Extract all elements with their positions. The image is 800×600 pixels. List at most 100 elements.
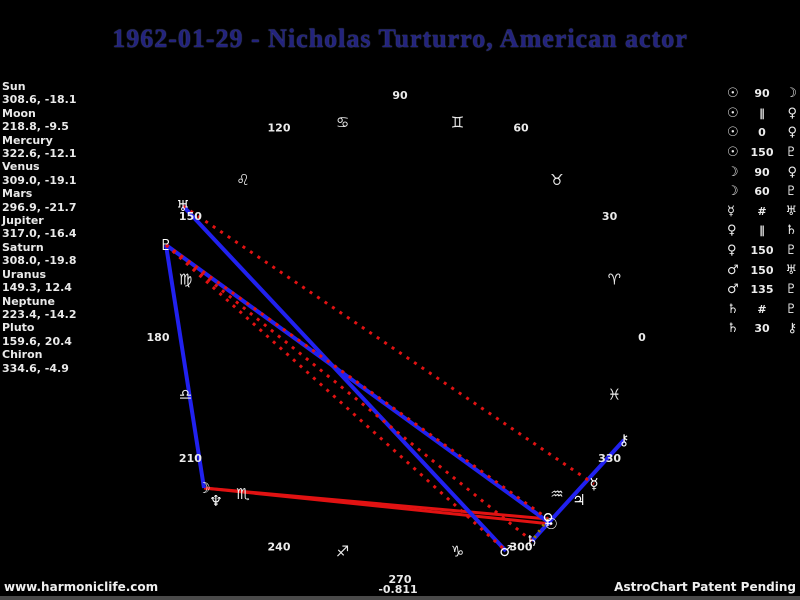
pluto-icon: ♇ [785, 243, 797, 259]
chart-annotation: -0.811 [378, 583, 417, 596]
positions-panel: Sun 308.6, -18.1 Moon 218.8, -9.5 Mercury 322… [2, 80, 77, 375]
mars-icon: ♂ [727, 262, 739, 278]
aspect-row-sun-pluto: ☉ 150 ♇ [727, 143, 797, 163]
venus-icon: ♀ [787, 105, 797, 121]
degree-label-240: 240 [268, 541, 291, 554]
sign-taurus-icon: ♉ [550, 171, 563, 189]
planet-pluto-icon: ♇ [159, 236, 172, 254]
planet-chiron-icon: ⚷ [619, 431, 630, 449]
planet-venus-icon: ♀ [543, 510, 554, 528]
position-chiron-name: Chiron [2, 348, 43, 362]
pluto-icon: ♇ [785, 145, 797, 161]
aspect-row-moon-venus: ☽ 90 ♀ [727, 162, 797, 182]
aspect-value: 60 [754, 185, 770, 199]
sign-scorpio-icon: ♏ [236, 485, 250, 503]
planet-neptune-icon: ♆ [209, 492, 222, 510]
position-uranus-name: Uranus [2, 267, 46, 281]
sign-gemini-icon: ♊ [451, 114, 464, 132]
aspect-value: 150 [750, 146, 774, 160]
position-venus-name: Venus [2, 160, 40, 174]
aspect-line-pluto-venus [165, 243, 549, 521]
aspect-row-moon-pluto: ☽ 60 ♇ [727, 182, 797, 202]
aspect-value: # [757, 204, 767, 218]
aspect-row-mars-pluto: ♂ 135 ♇ [727, 280, 797, 300]
moon-icon: ☽ [785, 86, 797, 102]
position-pluto-name: Pluto [2, 321, 35, 335]
bottom-bar [0, 596, 800, 600]
sign-capricorn-icon: ♑ [451, 542, 464, 560]
position-mercury-value: 322.6, -12.1 [2, 147, 77, 161]
position-saturn-name: Saturn [2, 240, 44, 254]
degree-label-60: 60 [513, 121, 529, 134]
sign-sagittarius-icon: ♐ [336, 542, 349, 560]
degree-label-210: 210 [179, 452, 202, 465]
moon-icon: ☽ [727, 184, 739, 200]
aspect-row-sun-venus: ☉ 0 ♀ [727, 123, 797, 143]
aspect-value: 30 [754, 322, 770, 336]
aspect-row-sun-venus: ☉ ∥ ♀ [727, 104, 797, 124]
aspect-line-saturn-chiron [530, 438, 626, 543]
aspects-panel: ☉ 90 ☽ ☉ ∥ ♀ ☉ 0 ♀ ☉ 150 ♇ ☽ 90 ♀ ☽ 60 ♇ ☿ # ♅ ♀ ∥ ♄ ♀ 150 ♇ ♂ 150 ♅ ♂… [727, 84, 797, 339]
venus-icon: ♀ [787, 164, 797, 180]
saturn-icon: ♄ [727, 301, 739, 317]
uranus-icon: ♅ [785, 262, 797, 278]
aspect-value: 135 [750, 283, 774, 297]
aspect-line-moon-venus [203, 486, 549, 521]
aspect-line-pluto-saturn [165, 243, 533, 543]
position-neptune-name: Neptune [2, 294, 55, 308]
planet-jupiter-icon: ♃ [572, 491, 585, 509]
aspect-row-venus-saturn: ♀ ∥ ♄ [727, 221, 797, 241]
sign-libra-icon: ♎ [179, 385, 192, 403]
aspect-line-venus-saturn [530, 518, 550, 542]
degree-label-0: 0 [638, 331, 646, 344]
position-moon-value: 218.8, -9.5 [2, 120, 69, 134]
degree-label-180: 180 [147, 331, 170, 344]
sign-cancer-icon: ♋ [336, 114, 349, 132]
degree-label-30: 30 [602, 210, 618, 223]
degree-label-300: 300 [510, 541, 533, 554]
position-venus-value: 309.0, -19.1 [2, 173, 77, 187]
position-mercury-name: Mercury [2, 133, 53, 147]
degree-label-120: 120 [268, 121, 291, 134]
aspect-value: 90 [754, 165, 770, 179]
sign-aries-icon: ♈ [608, 271, 621, 289]
saturn-icon: ♄ [785, 223, 797, 239]
position-chiron-value: 334.6, -4.9 [2, 361, 69, 375]
planet-mercury-icon: ☿ [589, 475, 598, 493]
sun-icon: ☉ [727, 125, 739, 141]
patent-text: AstroChart Patent Pending [614, 580, 796, 594]
position-neptune-value: 223.4, -14.2 [2, 307, 77, 321]
planet-sun-icon: ☉ [544, 515, 557, 533]
aspect-value: 150 [750, 263, 774, 277]
sun-icon: ☉ [727, 105, 739, 121]
planet-moon-icon: ☽ [197, 479, 210, 497]
degree-label-270: 270 [389, 573, 412, 586]
aspect-value: ∥ [759, 224, 765, 238]
sun-icon: ☉ [727, 145, 739, 161]
position-pluto-value: 159.6, 20.4 [2, 334, 72, 348]
degree-label-150: 150 [179, 210, 202, 223]
moon-icon: ☽ [727, 164, 739, 180]
aspect-line-uranus-mars [181, 204, 508, 553]
aspect-value: # [757, 302, 767, 316]
page-title: 1962-01-29 - Nicholas Turturro, American… [112, 24, 688, 53]
sign-aquarius-icon: ♒ [550, 485, 563, 503]
aspect-line-uranus-mercury [182, 204, 595, 486]
degree-label-90: 90 [392, 89, 408, 102]
aspect-value: 150 [750, 244, 774, 258]
sign-virgo-icon: ♍ [179, 271, 192, 289]
position-jupiter-name: Jupiter [2, 214, 44, 228]
venus-icon: ♀ [727, 243, 737, 259]
saturn-icon: ♄ [727, 321, 739, 337]
planet-mars-icon: ♂ [499, 542, 512, 560]
position-moon-name: Moon [2, 106, 36, 120]
position-saturn-value: 308.0, -19.8 [2, 254, 77, 268]
planet-saturn-icon: ♄ [525, 532, 538, 550]
venus-icon: ♀ [727, 223, 737, 239]
sign-leo-icon: ♌ [236, 171, 249, 189]
planet-uranus-icon: ♅ [176, 197, 189, 215]
position-sun-name: Sun [2, 80, 26, 93]
chiron-icon: ⚷ [787, 321, 797, 337]
